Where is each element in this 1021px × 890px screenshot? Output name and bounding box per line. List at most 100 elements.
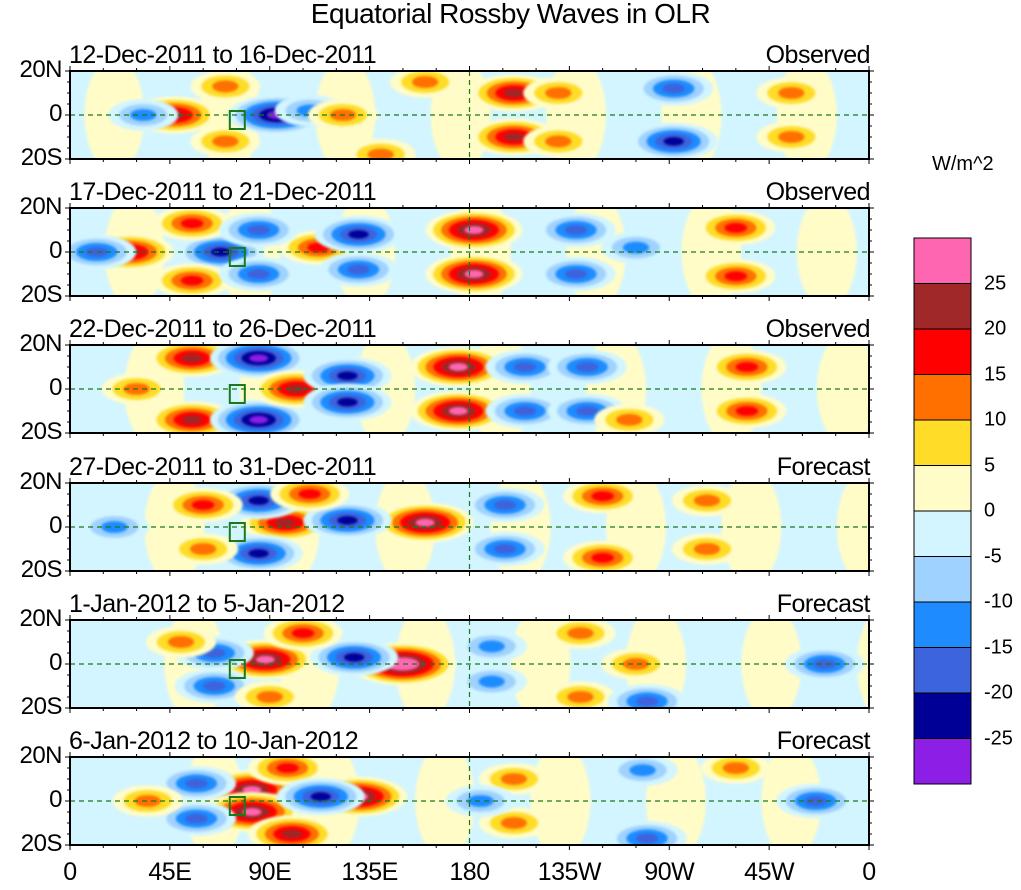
positive-anomaly [425,254,523,294]
contour-level [564,269,588,279]
y-tick-label: 20S [20,144,63,171]
positive-anomaly [707,393,787,429]
contour-level [724,271,748,282]
colorbar-box [913,647,972,694]
negative-anomaly [465,487,545,523]
negative-anomaly [634,71,714,106]
positive-anomaly [409,391,507,431]
contour-level [513,362,537,372]
negative-anomaly [785,646,865,682]
region-box [228,110,246,130]
positive-anomaly [523,77,594,109]
contour-level [191,500,215,510]
negative-anomaly [600,231,671,264]
colorbar-level-label: 0 [984,499,996,522]
negative-anomaly [157,766,237,801]
contour-level [247,225,270,235]
colorbar-box [913,283,972,330]
contour-level [478,640,505,653]
positive-anomaly [671,484,742,517]
positive-anomaly [248,757,327,786]
x-tick-label: 90E [248,858,292,886]
contour-level [591,552,614,563]
contour-level [210,247,232,257]
positive-anomaly [101,373,172,405]
negative-anomaly [536,212,616,248]
positive-anomaly [152,208,232,241]
contour-level [545,87,572,99]
panel-1 [65,66,874,164]
contour-level [343,653,365,662]
positive-anomaly [563,483,643,514]
panel-period-label: 1-Jan-2012 to 5-Jan-2012 [69,590,345,618]
negative-anomaly [303,357,392,395]
y-tick-label: 20N [19,468,62,495]
colorbar-level-label: -15 [984,636,1013,658]
contour-level [500,817,528,829]
contour-level [275,518,296,527]
colorbar-level-label: 15 [984,363,1007,385]
contour-level [180,218,204,229]
colorbar-box [913,465,972,512]
positive-anomaly [700,757,771,784]
contour-level [478,675,505,688]
colorbar-box [913,556,972,603]
positive-anomaly [563,540,643,571]
negative-anomaly [319,252,399,287]
contour-level [591,491,614,502]
positive-anomaly [523,125,594,158]
positive-anomaly [600,648,671,680]
contour-level [464,270,484,278]
colorbar-title: W/m^2 [932,153,994,175]
positive-anomaly [190,125,261,158]
contour-level [567,627,594,640]
positive-anomaly [545,681,616,708]
contour-level [693,543,721,555]
contour-level [212,135,239,148]
panel-3 [65,340,874,438]
y-tick-label: 20S [20,556,63,583]
contour-level [242,808,262,816]
contour-level [503,132,525,142]
region-box [228,659,246,679]
negative-anomaly [607,684,687,708]
positive-anomaly [425,210,523,250]
contour-level [575,362,599,372]
negative-anomaly [629,122,718,159]
colorbar-box [913,419,972,466]
colorbar-level-label: 20 [984,317,1007,340]
y-tick-label: 0 [49,237,62,264]
contour-level [722,762,749,774]
negative-anomaly [219,256,299,292]
negative-anomaly [536,256,616,292]
colorbar-box [913,601,972,648]
y-tick-label: 20N [19,56,62,83]
contour-level [629,764,656,777]
contour-level [255,655,275,664]
positive-anomaly [707,349,787,385]
contour-level [347,264,370,275]
positive-anomaly [148,401,237,433]
contour-level [778,131,805,143]
negative-anomaly [303,383,392,421]
contour-level [622,658,650,670]
contour-level [248,549,269,558]
y-tick-label: 20N [19,193,62,220]
x-tick-label: 0 [862,858,876,886]
panel-6 [65,752,874,850]
negative-anomaly [214,534,303,571]
positive-anomaly [671,533,742,565]
contour-level [348,230,369,239]
colorbar-level-label: 10 [984,408,1007,431]
contour-level [464,226,484,234]
contour-level [635,696,659,707]
negative-anomaly [219,212,299,248]
y-tick-label: 20S [20,830,63,857]
contour-level [281,829,303,839]
negative-anomaly [456,665,527,698]
contour-level [724,222,748,233]
y-tick-label: 20N [19,605,62,632]
contour-level [134,795,161,807]
contour-level [310,792,331,801]
positive-anomaly [168,533,239,565]
